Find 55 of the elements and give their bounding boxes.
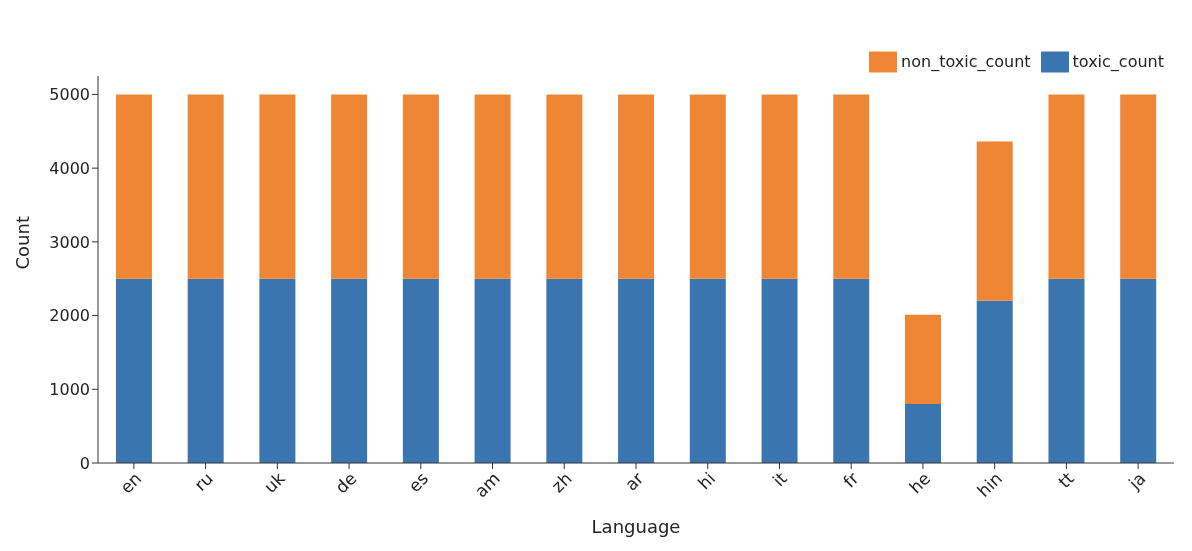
- bar: [689, 278, 726, 463]
- y-tick-label: 5000: [49, 85, 90, 105]
- x-tick-label: hi: [693, 468, 720, 494]
- bar: [618, 278, 655, 463]
- bar: [1120, 94, 1157, 279]
- bar: [761, 94, 798, 279]
- bar: [1120, 278, 1157, 463]
- bar: [976, 300, 1013, 463]
- bar: [115, 278, 152, 463]
- x-tick-label: tt: [1054, 467, 1078, 492]
- bar: [187, 94, 224, 279]
- bar: [402, 94, 439, 279]
- bar: [761, 278, 798, 463]
- x-axis-title: Language: [591, 516, 681, 537]
- x-tick-label: uk: [259, 468, 289, 497]
- x-tick-label: ru: [190, 468, 217, 495]
- y-tick-label: 0: [79, 453, 90, 473]
- bar: [474, 278, 511, 463]
- x-tick-label: zh: [547, 468, 576, 497]
- x-tick-label: ja: [1123, 468, 1150, 494]
- x-tick-label: it: [768, 467, 792, 491]
- x-tick-label: de: [331, 468, 361, 498]
- bar: [259, 278, 296, 463]
- x-tick-label: he: [905, 468, 935, 498]
- bar: [905, 404, 941, 463]
- bar: [187, 278, 224, 463]
- y-tick-label: 1000: [49, 379, 90, 399]
- bar: [259, 94, 296, 279]
- x-tick-label: es: [404, 468, 433, 497]
- bar: [1048, 94, 1085, 279]
- x-tick-label: fr: [839, 468, 863, 492]
- bar: [546, 94, 583, 279]
- y-tick-label: 2000: [49, 306, 90, 326]
- legend-label: non_toxic_count: [901, 51, 1031, 71]
- bar: [115, 94, 152, 279]
- y-tick-label: 4000: [49, 158, 90, 178]
- y-tick-label: 3000: [49, 232, 90, 252]
- x-tick-label: am: [470, 468, 504, 502]
- bar: [833, 278, 870, 463]
- bar: [546, 278, 583, 463]
- bar: [905, 314, 941, 405]
- bar: [331, 278, 368, 463]
- x-tick-label: hin: [973, 468, 1007, 501]
- bar: [474, 94, 511, 279]
- bar: [331, 94, 368, 279]
- bar: [976, 141, 1013, 301]
- x-tick-label: ar: [620, 468, 648, 495]
- legend-label: toxic_count: [1072, 51, 1164, 71]
- bar: [618, 94, 655, 279]
- bar: [833, 94, 870, 279]
- bar: [1048, 278, 1085, 463]
- x-tick-label: en: [116, 468, 146, 498]
- bar: [402, 278, 439, 463]
- y-axis-title: Count: [12, 216, 34, 270]
- bar: [689, 94, 726, 279]
